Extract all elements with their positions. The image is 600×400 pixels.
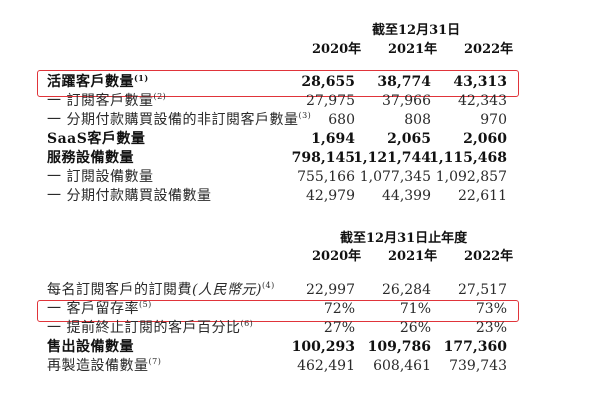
row-label-text: 一 客戶留存率 (47, 301, 139, 317)
value-cell: 970 (480, 112, 507, 128)
table-row: 一 訂閱設備數量 755,166 1,077,345 1,092,857 (0, 168, 600, 187)
value-cell: 71% (399, 301, 431, 317)
row-label-text: 再製造設備數量 (47, 358, 149, 374)
year-header-2022: 2022年 (464, 42, 514, 57)
value-cell: 100,293 (291, 339, 355, 355)
row-label-text: 一 提前終止訂閱的客戶百分比 (47, 320, 241, 336)
row-label: 一 客戶留存率(5) (47, 300, 152, 319)
value-cell: 608,461 (373, 358, 431, 374)
row-label-text: 一 訂閱設備數量 (47, 169, 154, 185)
row-label: 售出設備數量 (47, 338, 134, 357)
year-header-2020: 2020年 (312, 249, 362, 264)
row-label-text: 每名訂閱客戶的訂閱費 (47, 282, 192, 298)
value-cell: 27,517 (458, 282, 507, 298)
section1-header: 截至12月31日 (372, 23, 461, 38)
value-cell: 1,115,468 (429, 150, 507, 166)
value-cell: 22,611 (458, 188, 507, 204)
table-row: SaaS客戶數量 1,694 2,065 2,060 (0, 130, 600, 149)
row-label: 活躍客戶數量(1) (47, 73, 149, 92)
value-cell: 177,360 (443, 339, 507, 355)
value-cell: 1,121,744 (353, 150, 431, 166)
value-cell: 27% (323, 320, 355, 336)
value-cell: 28,655 (301, 74, 355, 90)
row-label: 一 分期付款購買設備的非訂閱客戶數量(3) (47, 111, 311, 130)
year-header-2022: 2022年 (464, 249, 514, 264)
row-label-text: 活躍客戶數量 (47, 74, 134, 90)
value-cell: 1,694 (311, 131, 355, 147)
value-cell: 27,975 (306, 93, 355, 109)
footnote-marker: (3) (298, 111, 312, 120)
footnote-marker: (6) (240, 319, 254, 328)
table-row: 一 分期付款購買設備的非訂閱客戶數量(3) 680 808 970 (0, 111, 600, 130)
value-cell: 808 (404, 112, 431, 128)
value-cell: 44,399 (382, 188, 431, 204)
value-cell: 23% (475, 320, 507, 336)
value-cell: 1,092,857 (435, 169, 507, 185)
value-cell: 37,966 (382, 93, 431, 109)
row-label-text: 一 訂閱客戶數量 (47, 93, 154, 109)
value-cell: 26% (399, 320, 431, 336)
value-cell: 72% (323, 301, 355, 317)
year-header-2021: 2021年 (388, 249, 438, 264)
section2-header: 截至12月31日止年度 (340, 231, 468, 246)
table-row: 一 訂閱客戶數量(2) 27,975 37,966 42,343 (0, 92, 600, 111)
table-row: 每名訂閱客戶的訂閱費(人民幣元)(4) 22,997 26,284 27,517 (0, 281, 600, 300)
table-row: 一 客戶留存率(5) 72% 71% 73% (0, 300, 600, 319)
value-cell: 22,997 (306, 282, 355, 298)
year-header-2020: 2020年 (312, 42, 362, 57)
table-row: 再製造設備數量(7) 462,491 608,461 739,743 (0, 357, 600, 376)
footnote-marker: (4) (261, 281, 275, 290)
footnote-marker: (5) (138, 300, 152, 309)
value-cell: 739,743 (449, 358, 507, 374)
footnote-marker: (2) (153, 92, 167, 101)
value-cell: 43,313 (453, 74, 507, 90)
highlight-box-retention-rate (37, 300, 519, 322)
value-cell: 73% (475, 301, 507, 317)
row-label-unit: (人民幣元) (192, 282, 262, 298)
value-cell: 2,060 (463, 131, 507, 147)
table-row: 一 提前終止訂閱的客戶百分比(6) 27% 26% 23% (0, 319, 600, 338)
footnote-marker: (1) (134, 73, 149, 83)
row-label-text: 一 分期付款購買設備的非訂閱客戶數量 (47, 112, 299, 128)
row-label-text: SaaS客戶數量 (47, 131, 146, 147)
value-cell: 109,786 (367, 339, 431, 355)
value-cell: 26,284 (382, 282, 431, 298)
footnote-marker: (7) (148, 357, 162, 366)
row-label: SaaS客戶數量 (47, 130, 145, 149)
value-cell: 42,343 (458, 93, 507, 109)
row-label: 一 訂閱客戶數量(2) (47, 92, 166, 111)
value-cell: 1,077,345 (359, 169, 431, 185)
row-label-text: 一 分期付款購買設備數量 (47, 188, 212, 204)
value-cell: 680 (328, 112, 355, 128)
value-cell: 38,774 (377, 74, 431, 90)
row-label: 服務設備數量 (47, 149, 134, 168)
row-label: 一 提前終止訂閱的客戶百分比(6) (47, 319, 253, 338)
table-row: 服務設備數量 798,145 1,121,744 1,115,468 (0, 149, 600, 168)
value-cell: 462,491 (297, 358, 355, 374)
highlight-box-active-customers (37, 70, 519, 97)
row-label: 再製造設備數量(7) (47, 357, 161, 376)
row-label: 每名訂閱客戶的訂閱費(人民幣元)(4) (47, 281, 275, 300)
table-row: 售出設備數量 100,293 109,786 177,360 (0, 338, 600, 357)
year-header-2021: 2021年 (388, 42, 438, 57)
row-label: 一 分期付款購買設備數量 (47, 187, 211, 206)
row-label-text: 服務設備數量 (47, 150, 134, 166)
value-cell: 2,065 (387, 131, 431, 147)
row-label: 一 訂閱設備數量 (47, 168, 153, 187)
row-label-text: 售出設備數量 (47, 339, 134, 355)
table-row: 活躍客戶數量(1) 28,655 38,774 43,313 (0, 73, 600, 92)
value-cell: 798,145 (291, 150, 355, 166)
table-row: 一 分期付款購買設備數量 42,979 44,399 22,611 (0, 187, 600, 206)
value-cell: 42,979 (306, 188, 355, 204)
value-cell: 755,166 (297, 169, 355, 185)
